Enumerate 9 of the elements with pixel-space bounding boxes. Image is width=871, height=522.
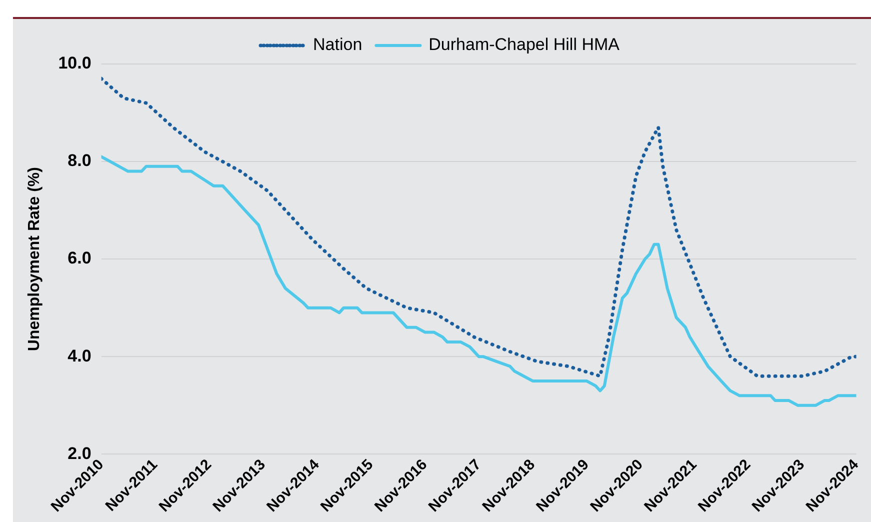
y-tick-label: 10.0: [58, 54, 92, 73]
y-tick-label: 6.0: [68, 248, 92, 268]
y-tick-label: 2.0: [68, 444, 92, 463]
y-tick-label: 8.0: [68, 151, 92, 170]
y-axis-title: Unemployment Rate (%): [26, 167, 44, 352]
line-series: [101, 76, 856, 378]
legend-label: Durham-Chapel Hill HMA: [428, 35, 620, 54]
y-tick-label: 4.0: [68, 346, 92, 366]
legend-label: Nation: [313, 35, 362, 54]
